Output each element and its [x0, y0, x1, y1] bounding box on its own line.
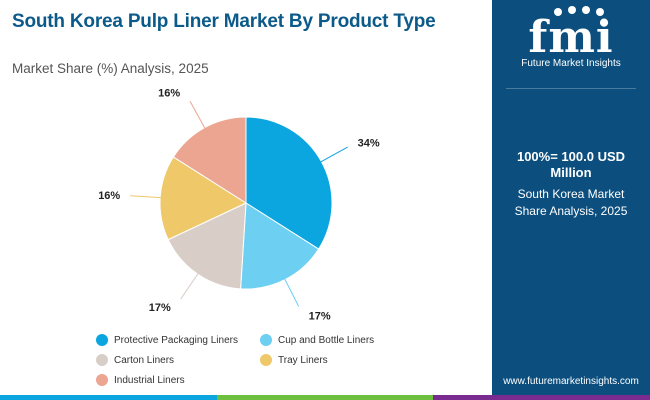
globe-icon — [554, 8, 562, 16]
total-market-label: 100%= 100.0 USD Million — [516, 149, 626, 180]
main-panel: South Korea Pulp Liner Market By Product… — [12, 11, 436, 386]
leader-line-tray-liners — [130, 195, 167, 199]
legend-item-tray-liners: Tray Liners — [260, 354, 328, 366]
data-label-tray-liners: 16% — [98, 190, 120, 202]
legend-label: Industrial Liners — [114, 374, 185, 386]
leader-line-protective-packaging-liners — [315, 146, 348, 165]
logo-wordmark: fmi — [528, 12, 613, 63]
legend-item-carton-liners: Carton Liners — [96, 354, 174, 366]
legend-swatch — [260, 334, 272, 346]
chart-subtitle: Market Share (%) Analysis, 2025 — [12, 61, 209, 76]
bottom-bar-segment — [433, 395, 650, 400]
bottom-color-bar — [0, 395, 650, 400]
legend-swatch — [96, 354, 108, 366]
bottom-bar-segment — [216, 395, 434, 400]
leader-line-cup-and-bottle-liners — [281, 274, 300, 307]
person-icon — [582, 6, 590, 14]
legend-item-cup-and-bottle-liners: Cup and Bottle Liners — [260, 334, 374, 346]
share-analysis-label: South Korea Market Share Analysis, 2025 — [514, 187, 628, 218]
data-label-cup-and-bottle-liners: 17% — [309, 310, 331, 322]
chart-title: South Korea Pulp Liner Market By Product… — [12, 11, 436, 32]
sidebar-divider — [506, 88, 636, 89]
data-label-carton-liners: 17% — [149, 302, 171, 314]
leader-line-carton-liners — [180, 268, 202, 300]
legend-label: Tray Liners — [278, 354, 328, 366]
legend-swatch — [96, 374, 108, 386]
legend-swatch — [96, 334, 108, 346]
logo-icons — [554, 6, 604, 16]
gear-icon — [596, 8, 604, 16]
pie-chart: 34% 17% 17% 16% 16% — [98, 88, 380, 323]
website-link[interactable]: www.futuremarketinsights.com — [503, 376, 639, 387]
legend-label: Protective Packaging Liners — [114, 334, 238, 346]
data-label-protective-packaging-liners: 34% — [358, 137, 380, 149]
legend-label: Carton Liners — [114, 354, 175, 366]
logo-subtitle: Future Market Insights — [521, 58, 621, 69]
sidebar: fmi Future Market Insights 100%= 100.0 U… — [492, 0, 650, 395]
data-label-industrial-liners: 16% — [158, 88, 180, 100]
legend-label: Cup and Bottle Liners — [278, 334, 375, 346]
legend-item-protective-packaging-liners: Protective Packaging Liners — [96, 334, 238, 346]
leader-line-industrial-liners — [189, 101, 208, 134]
bottom-bar-segment — [0, 395, 217, 400]
legend-item-industrial-liners: Industrial Liners — [96, 374, 185, 386]
fmi-logo: fmi — [528, 6, 613, 63]
chart-icon — [568, 6, 576, 14]
legend-swatch — [260, 354, 272, 366]
